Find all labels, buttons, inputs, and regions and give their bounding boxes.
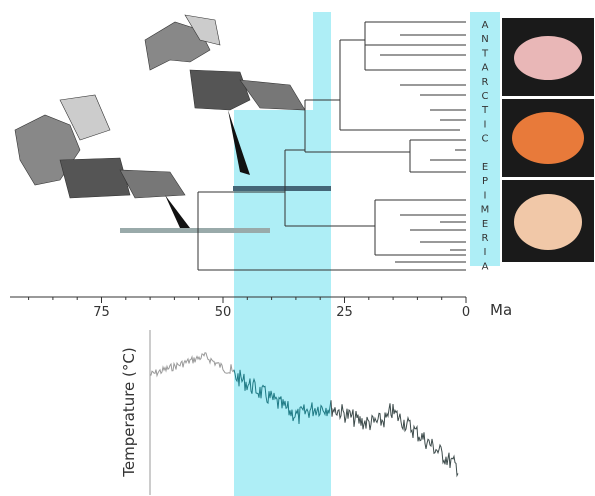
map-pointer [228,110,250,175]
phylogeny [197,21,466,271]
highlight-band-top [313,12,331,112]
axis-label: Ma [490,301,512,319]
temperature-curve [149,352,459,478]
specimen [512,112,584,164]
tick-label: 75 [93,305,110,320]
highlight-band [234,110,331,496]
specimen [514,36,582,80]
map-pointer [165,195,190,228]
tick-label: 0 [462,305,470,320]
tick-label: 25 [336,305,353,320]
paleomap [14,94,186,199]
specimen [514,194,582,250]
temperature-trace [149,352,235,378]
age-bar [120,228,270,233]
temperature-label: Temperature (°C) [120,347,138,477]
temperature-trace [233,369,332,424]
tick-label: 50 [215,305,232,320]
clade-band [470,12,500,266]
clade-label: ANTARCTIC EPIMERIA [480,20,491,276]
age-bar [233,186,331,191]
temperature-trace [330,400,459,478]
paleomap [144,14,306,111]
